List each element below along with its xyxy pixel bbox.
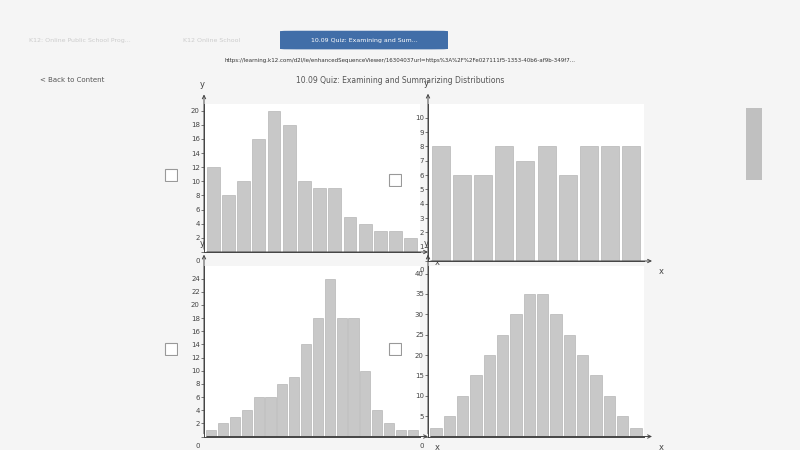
Text: https://learning.k12.com/d2l/le/enhancedSequenceViewer/16304037url=https%3A%2F%2: https://learning.k12.com/d2l/le/enhanced… [225,58,575,63]
Bar [298,181,311,252]
Bar [389,231,402,252]
Bar [432,146,450,261]
Bar [444,416,455,436]
Bar [470,375,482,436]
Bar [457,396,468,436]
Bar [408,430,418,436]
Text: x: x [659,443,664,450]
Text: 10.09 Quiz: Examining and Summarizing Distributions: 10.09 Quiz: Examining and Summarizing Di… [296,76,504,85]
Bar [254,397,264,436]
Bar [358,224,372,252]
Text: < Back to Content: < Back to Content [40,77,104,83]
Bar [390,343,401,355]
Bar [289,377,299,436]
Bar [537,294,548,436]
Bar [604,396,615,436]
Bar [453,175,471,261]
Text: x: x [435,258,440,267]
Bar [580,146,598,261]
Bar [325,279,335,436]
Bar [601,146,619,261]
Bar [538,146,555,261]
Text: x: x [659,267,664,276]
Bar [430,428,442,436]
Bar [349,318,358,436]
Text: y: y [423,79,428,88]
Bar [617,416,628,436]
Bar [550,315,562,436]
Bar [252,139,266,252]
Bar [372,410,382,436]
Text: 0: 0 [419,443,424,450]
Text: 0: 0 [195,443,200,450]
Text: y: y [199,239,204,248]
Bar [166,343,177,355]
Text: K12: Online Public School Prog...: K12: Online Public School Prog... [29,37,131,43]
Text: x: x [435,443,440,450]
Text: 10.09 Quiz: Examining and Sum...: 10.09 Quiz: Examining and Sum... [310,37,418,43]
Bar [313,318,323,436]
Bar [313,189,326,252]
Bar [524,294,535,436]
Text: 0: 0 [195,258,200,264]
Bar [746,108,762,180]
Bar [497,335,508,436]
Bar [510,315,522,436]
Bar [558,175,577,261]
Bar [474,175,492,261]
Bar [278,384,287,436]
Bar [266,397,275,436]
Bar [328,189,342,252]
Bar [374,231,387,252]
Bar [301,344,311,436]
Bar [622,146,640,261]
Bar [337,318,346,436]
Bar [343,216,357,252]
Bar [564,335,575,436]
Bar [590,375,602,436]
Text: K12 Online School: K12 Online School [183,37,241,43]
Bar [230,417,240,436]
Bar [384,423,394,436]
Text: y: y [199,80,204,89]
Bar [396,430,406,436]
Bar [206,430,216,436]
Bar [630,428,642,436]
Bar [390,174,401,185]
Bar [282,125,296,252]
Bar [218,423,228,436]
Bar [577,355,588,436]
FancyBboxPatch shape [280,31,448,50]
Bar [405,238,418,252]
Bar [360,371,370,436]
Bar [222,195,235,252]
Bar [495,146,514,261]
Text: y: y [423,239,428,248]
Bar [166,169,177,181]
Bar [206,167,219,252]
Bar [484,355,495,436]
Bar [267,111,281,252]
Bar [242,410,252,436]
Bar [237,181,250,252]
Text: 0: 0 [419,267,424,273]
Bar [517,161,534,261]
